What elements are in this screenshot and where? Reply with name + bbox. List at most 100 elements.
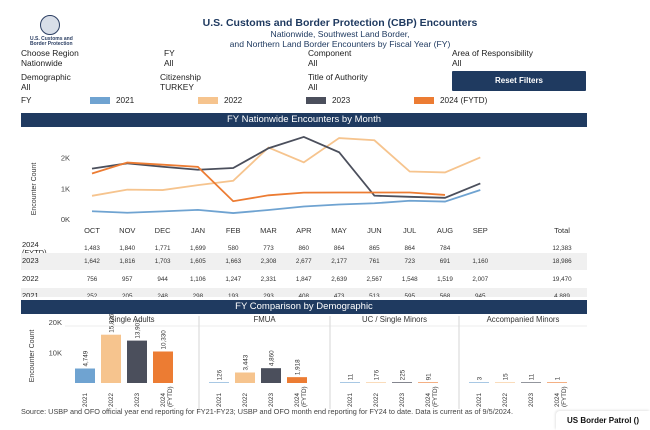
table-cell: 860	[299, 245, 310, 252]
demographic-bar	[521, 382, 541, 383]
table-cell: 1,771	[155, 245, 171, 252]
table-cell: 864	[334, 245, 345, 252]
x-tick-label: FEB	[226, 226, 241, 235]
reset-filters-button[interactable]: Reset Filters	[452, 71, 586, 91]
demographic-bar	[547, 382, 567, 383]
demographic-bar	[340, 382, 360, 383]
table-cell: 784	[440, 245, 451, 252]
table-cell: 252	[87, 293, 98, 297]
group-label: FMUA	[253, 315, 276, 324]
table-cell: 2,639	[331, 276, 347, 283]
bar-value-label: 91	[426, 373, 433, 381]
table-cell: 1,847	[296, 276, 312, 283]
table-cell: 248	[157, 293, 168, 297]
legend-item-2024[interactable]: 2024 (FYTD)	[414, 96, 487, 105]
legend-item-2021[interactable]: 2021	[90, 96, 134, 105]
table-cell: 205	[122, 293, 133, 297]
x-tick-label: NOV	[119, 226, 135, 235]
filter-component[interactable]: Component All	[308, 48, 351, 68]
bar-x-label: 2022	[242, 392, 249, 407]
table-cell: 864	[404, 245, 415, 252]
table-row-label: 2023	[22, 256, 39, 265]
bar-x-label: 2024	[425, 392, 432, 407]
filter-label: FY	[164, 48, 175, 58]
filter-fy[interactable]: FY All	[164, 48, 175, 68]
bar-x-label: 2021	[476, 392, 483, 407]
bar-value-label: 4,749	[83, 350, 90, 366]
y-tick-label: 0K	[61, 215, 70, 224]
bar-x-label: 2024	[294, 392, 301, 407]
table-row-label: (FYTD)	[22, 248, 47, 257]
total-header: Total	[554, 226, 570, 235]
credit-badge: US Border Patrol ()	[556, 411, 650, 430]
bar-value-label: 126	[217, 369, 224, 380]
filter-value: All	[164, 58, 174, 68]
page-subtitle-2: and Northern Land Border Encounters by F…	[229, 39, 451, 49]
bar-value-label: 1	[555, 376, 562, 380]
series-line	[91, 161, 446, 203]
filter-value: All	[452, 58, 462, 68]
table-cell: 1,247	[225, 276, 241, 283]
filter-value: TURKEY	[160, 82, 194, 92]
logo-text-line2: Border Protection	[30, 41, 73, 47]
table-cell: 1,519	[437, 276, 453, 283]
table-cell: 1,642	[84, 258, 100, 265]
table-cell: 513	[369, 293, 380, 297]
legend-swatch	[306, 97, 326, 104]
legend-label: 2024 (FYTD)	[440, 96, 488, 105]
demographic-bar	[209, 382, 229, 383]
bar-value-label: 15	[503, 373, 510, 381]
demographic-bar	[287, 377, 307, 383]
legend-label: 2023	[332, 96, 351, 105]
bar-value-label: 3,443	[243, 354, 250, 370]
bar-x-label: 2024	[160, 392, 167, 407]
x-tick-label: APR	[296, 226, 312, 235]
filter-citizenship[interactable]: Citizenship TURKEY	[160, 72, 201, 92]
filter-aor[interactable]: Area of Responsibility All	[452, 48, 533, 68]
bar-x-label: 2022	[108, 392, 115, 407]
table-cell: 1,699	[190, 245, 206, 252]
filter-value: All	[21, 82, 31, 92]
bar-value-label: 11	[529, 373, 536, 380]
demographic-bar	[235, 372, 255, 383]
bar-value-label: 10,330	[161, 330, 168, 350]
filter-value: Nationwide	[21, 58, 63, 68]
table-cell: 473	[334, 293, 345, 297]
bar-x-label: (FYTD)	[301, 386, 308, 407]
bar-value-label: 225	[400, 369, 407, 380]
table-cell: 193	[228, 293, 239, 297]
monthly-chart-title: FY Nationwide Encounters by Month	[21, 113, 587, 127]
bar-value-label: 176	[374, 369, 381, 380]
table-cell: 2,331	[261, 276, 277, 283]
bar-x-label: 2024	[554, 392, 561, 407]
bar-x-label: 2022	[373, 392, 380, 407]
filter-demographic[interactable]: Demographic All	[21, 72, 71, 92]
filter-title-of-authority[interactable]: Title of Authority All	[308, 72, 368, 92]
bar-x-label: (FYTD)	[167, 386, 174, 407]
bar-value-label: 11	[348, 373, 355, 380]
filter-label: Area of Responsibility	[452, 48, 533, 58]
x-tick-label: MAY	[331, 226, 347, 235]
y-tick-label: 2K	[61, 154, 70, 163]
bar-x-label: 2023	[399, 392, 406, 407]
y-axis-label: Encounter Count	[31, 163, 38, 216]
filter-region[interactable]: Choose Region Nationwide	[21, 48, 79, 68]
bar-x-label: 2021	[82, 392, 89, 407]
bar-value-label: 3	[477, 376, 484, 380]
table-cell: 957	[122, 276, 133, 283]
bar-x-label: 2023	[134, 392, 141, 407]
bar-x-label: 2023	[528, 392, 535, 407]
bar-value-label: 15,836	[109, 314, 116, 333]
bar-x-label: (FYTD)	[561, 386, 568, 407]
table-cell: 1,548	[402, 276, 418, 283]
bar-x-label: 2023	[268, 392, 275, 407]
legend-item-2023[interactable]: 2023	[306, 96, 350, 105]
demographic-bar	[495, 382, 515, 383]
demographic-bar	[469, 382, 489, 383]
x-tick-label: JUL	[403, 226, 416, 235]
table-cell: 1,663	[225, 258, 241, 265]
table-cell: 773	[263, 245, 274, 252]
table-cell: 568	[440, 293, 451, 297]
series-line	[91, 135, 481, 199]
legend-item-2022[interactable]: 2022	[198, 96, 242, 105]
